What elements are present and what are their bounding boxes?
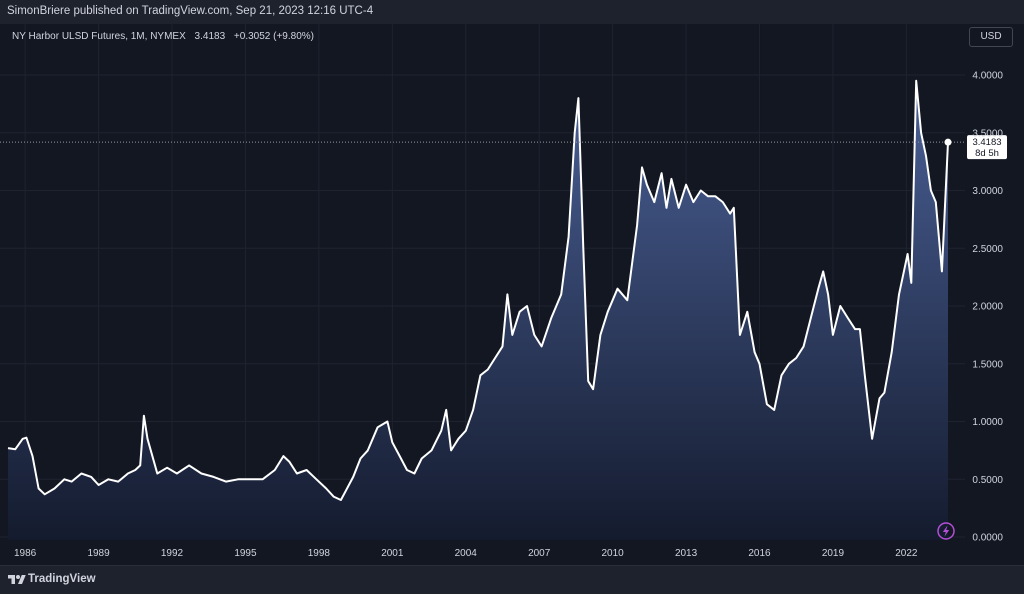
symbol-title: NY Harbor ULSD Futures, 1M, NYMEX: [12, 31, 186, 42]
x-tick-label: 2022: [895, 548, 918, 559]
last-price-badge: [967, 135, 1007, 160]
y-tick-label: 2.5000: [972, 244, 1003, 255]
y-tick-label: 0.0000: [972, 533, 1003, 544]
countdown-label: 8d 5h: [975, 148, 999, 159]
symbol-legend[interactable]: NY Harbor ULSD Futures, 1M, NYMEX 3.4183…: [12, 31, 314, 42]
x-tick-label: 1992: [161, 548, 184, 559]
footer-bar: TradingView: [0, 565, 1024, 594]
y-tick-label: 1.0000: [972, 417, 1003, 428]
x-tick-label: 2010: [602, 548, 625, 559]
price-scale[interactable]: 0.0000 0.5000 1.0000 1.5000 2.0000 2.5000 3.00…: [972, 71, 1003, 544]
tradingview-brand[interactable]: TradingView: [28, 573, 96, 585]
x-tick-label: 1989: [87, 548, 110, 559]
series-line: [7, 79, 949, 501]
area-path: [8, 80, 948, 541]
y-tick-label: 0.5000: [972, 475, 1003, 486]
last-value: 3.4183: [194, 31, 226, 42]
x-tick-label: 2013: [675, 548, 698, 559]
y-tick-label: 3.5000: [972, 128, 1003, 139]
last-price-label: 3.4183: [972, 137, 1001, 148]
x-tick-label: 1998: [308, 548, 331, 559]
y-tick-label: 2.0000: [972, 302, 1003, 313]
y-tick-label: 3.0000: [972, 186, 1003, 197]
x-tick-label: 2004: [455, 548, 478, 559]
currency-button[interactable]: USD: [969, 27, 1013, 47]
last-point: [944, 138, 952, 146]
tradingview-logo-icon[interactable]: [8, 573, 26, 587]
time-scale[interactable]: 1986 1989 1992 1995 1998 2001 2004 2007 2010 2013…: [14, 548, 918, 559]
y-tick-label: 1.5000: [972, 359, 1003, 370]
area-fill: [8, 80, 948, 541]
line-path: [7, 79, 949, 501]
y-tick-label: 4.0000: [972, 71, 1003, 82]
x-tick-label: 2019: [822, 548, 845, 559]
change-value: +0.3052 (+9.80%): [233, 31, 314, 42]
x-tick-label: 2007: [528, 548, 551, 559]
x-tick-label: 1986: [14, 548, 37, 559]
lightning-icon[interactable]: [937, 522, 955, 540]
x-tick-label: 1995: [234, 548, 257, 559]
publisher-text: SimonBriere published on TradingView.com…: [7, 5, 374, 17]
x-tick-label: 2001: [381, 548, 404, 559]
x-tick-label: 2016: [748, 548, 771, 559]
